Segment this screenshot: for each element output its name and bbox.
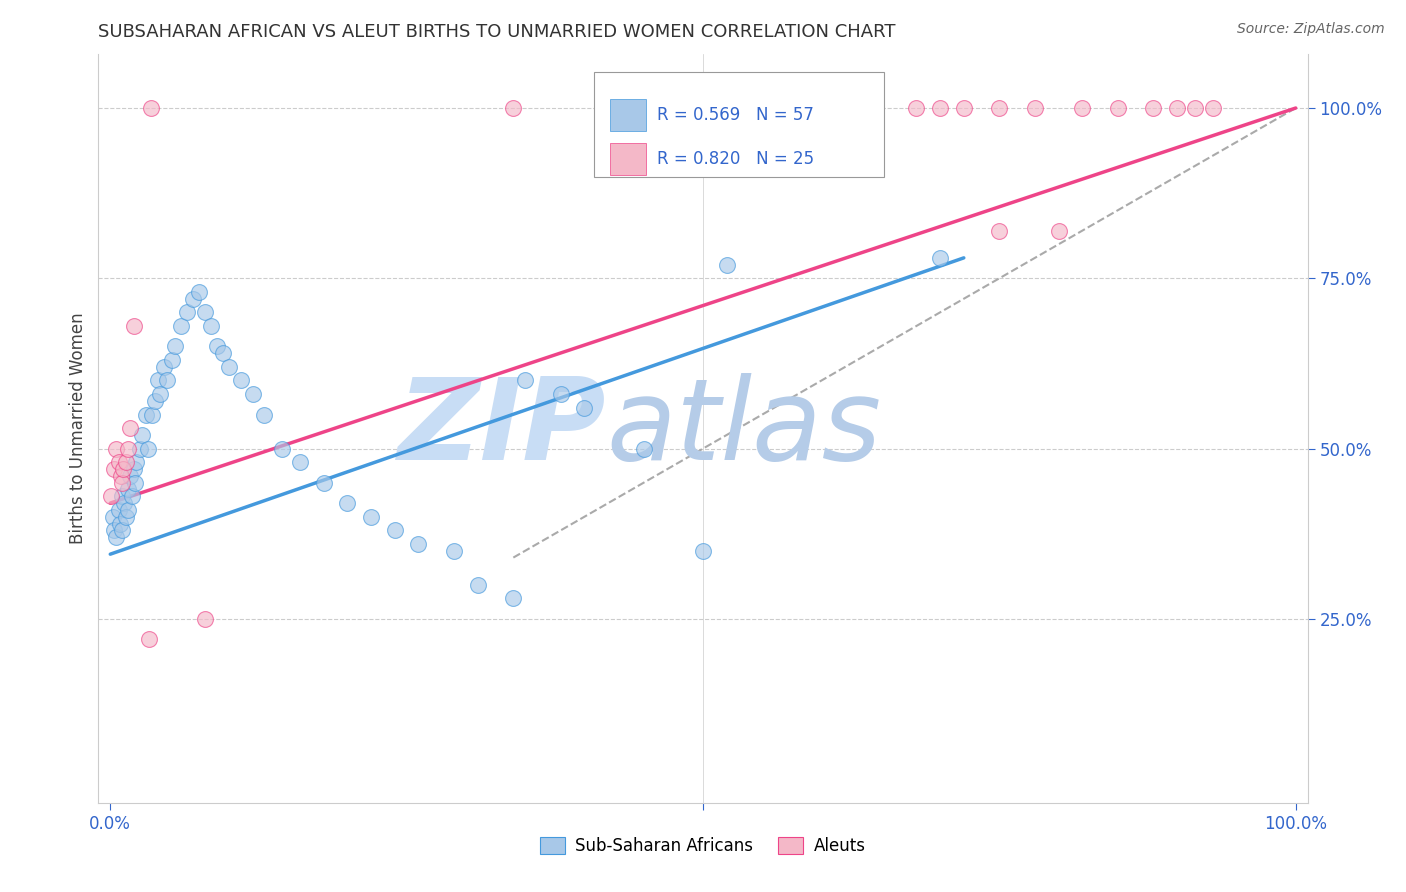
Point: [1166, 101, 1188, 115]
Point: [336, 496, 359, 510]
Text: atlas: atlas: [606, 373, 882, 483]
Point: [1024, 101, 1046, 115]
Text: R = 0.820   N = 25: R = 0.820 N = 25: [657, 150, 814, 168]
Point: [188, 285, 211, 299]
Point: [107, 455, 129, 469]
Point: [253, 408, 276, 422]
Point: [181, 292, 204, 306]
Point: [149, 387, 172, 401]
Point: [408, 537, 430, 551]
Point: [111, 475, 134, 490]
Point: [160, 353, 183, 368]
Point: [121, 489, 143, 503]
Point: [1142, 101, 1164, 115]
Point: [194, 612, 217, 626]
Point: [1071, 101, 1094, 115]
Point: [1107, 101, 1129, 115]
Point: [515, 374, 537, 388]
Point: [105, 442, 128, 456]
Point: [103, 462, 125, 476]
Point: [633, 442, 655, 456]
Point: [205, 339, 228, 353]
Point: [905, 101, 928, 115]
Point: [152, 359, 174, 374]
Point: [218, 359, 240, 374]
Point: [502, 591, 524, 606]
Point: [112, 462, 135, 476]
Point: [100, 489, 122, 503]
Point: [988, 224, 1011, 238]
Point: [124, 475, 146, 490]
Point: [136, 442, 159, 456]
Point: [129, 442, 152, 456]
Point: [443, 543, 465, 558]
Text: SUBSAHARAN AFRICAN VS ALEUT BIRTHS TO UNMARRIED WOMEN CORRELATION CHART: SUBSAHARAN AFRICAN VS ALEUT BIRTHS TO UN…: [98, 23, 896, 41]
Point: [165, 339, 187, 353]
Point: [101, 509, 124, 524]
Point: [120, 468, 142, 483]
Point: [288, 455, 311, 469]
Point: [952, 101, 974, 115]
Point: [117, 483, 139, 497]
Point: [138, 632, 160, 647]
Point: [574, 401, 596, 415]
Point: [107, 503, 129, 517]
Point: [242, 387, 264, 401]
Point: [141, 408, 163, 422]
Point: [229, 374, 252, 388]
Bar: [610, 99, 647, 131]
Point: [122, 462, 145, 476]
Point: [131, 428, 153, 442]
Point: [384, 524, 406, 538]
Point: [550, 387, 572, 401]
Point: [146, 374, 169, 388]
Text: ZIP: ZIP: [398, 373, 606, 483]
Point: [194, 305, 217, 319]
Point: [122, 318, 145, 333]
Point: [110, 468, 132, 483]
Point: [176, 305, 198, 319]
Point: [467, 578, 489, 592]
Point: [156, 374, 179, 388]
Point: [114, 509, 136, 524]
Point: [271, 442, 294, 456]
Point: [139, 101, 162, 115]
FancyBboxPatch shape: [595, 72, 884, 178]
Point: [135, 408, 157, 422]
Point: [212, 346, 235, 360]
Point: [111, 524, 134, 538]
Point: [1202, 101, 1225, 115]
Point: [120, 421, 142, 435]
Text: R = 0.569   N = 57: R = 0.569 N = 57: [657, 106, 814, 124]
Point: [988, 101, 1011, 115]
Point: [117, 503, 139, 517]
Point: [716, 258, 738, 272]
Point: [103, 524, 125, 538]
Text: Source: ZipAtlas.com: Source: ZipAtlas.com: [1237, 22, 1385, 37]
Point: [114, 496, 136, 510]
Point: [125, 455, 148, 469]
Point: [312, 475, 335, 490]
Point: [360, 509, 382, 524]
Legend: Sub-Saharan Africans, Aleuts: Sub-Saharan Africans, Aleuts: [534, 830, 872, 862]
Point: [143, 393, 166, 408]
Point: [1184, 101, 1206, 115]
Point: [111, 489, 134, 503]
Point: [105, 530, 128, 544]
Point: [692, 543, 714, 558]
Point: [170, 318, 193, 333]
Point: [929, 251, 952, 265]
Point: [108, 516, 131, 531]
Point: [117, 442, 139, 456]
Point: [502, 101, 524, 115]
Point: [114, 455, 136, 469]
Point: [200, 318, 222, 333]
Bar: [610, 143, 647, 175]
Point: [929, 101, 952, 115]
Point: [1047, 224, 1070, 238]
Y-axis label: Births to Unmarried Women: Births to Unmarried Women: [69, 312, 87, 544]
